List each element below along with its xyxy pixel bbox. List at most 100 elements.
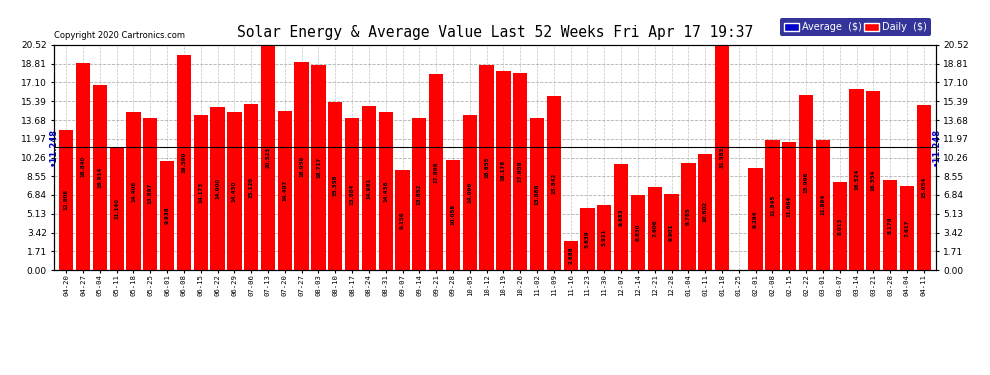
Bar <box>127 112 141 270</box>
Bar <box>59 129 73 270</box>
Bar <box>799 94 813 270</box>
Bar <box>294 62 309 270</box>
Bar <box>345 118 359 270</box>
Bar <box>715 45 730 270</box>
Text: 31.583: 31.583 <box>720 147 725 168</box>
Bar <box>748 168 762 270</box>
Bar <box>917 105 931 270</box>
Bar <box>177 55 191 270</box>
Text: 8.178: 8.178 <box>888 216 893 234</box>
Bar <box>866 91 880 270</box>
Text: 19.590: 19.590 <box>181 152 186 173</box>
Bar <box>194 115 208 270</box>
Bar <box>765 140 779 270</box>
Bar <box>260 45 275 270</box>
Text: 9.938: 9.938 <box>164 207 169 224</box>
Text: 14.096: 14.096 <box>467 182 472 203</box>
Text: 18.840: 18.840 <box>80 156 85 177</box>
Text: 7.617: 7.617 <box>905 219 910 237</box>
Bar <box>900 186 914 270</box>
Text: 6.830: 6.830 <box>636 224 641 241</box>
Bar <box>160 161 174 270</box>
Text: 2.688: 2.688 <box>568 246 573 264</box>
Bar <box>816 140 830 270</box>
Text: •11.248: •11.248 <box>933 128 941 166</box>
Bar <box>378 112 393 270</box>
Bar <box>245 104 258 270</box>
Text: 14.430: 14.430 <box>232 180 237 201</box>
Text: 11.845: 11.845 <box>770 194 775 216</box>
Text: 9.683: 9.683 <box>619 208 624 226</box>
Bar <box>614 164 629 270</box>
Text: 13.852: 13.852 <box>417 183 422 205</box>
Text: 15.842: 15.842 <box>551 172 556 194</box>
Bar <box>597 205 612 270</box>
Bar <box>580 208 595 270</box>
Bar <box>361 106 376 270</box>
Text: 5.921: 5.921 <box>602 229 607 246</box>
Bar <box>631 195 645 270</box>
Text: 15.996: 15.996 <box>804 172 809 193</box>
Bar <box>782 142 796 270</box>
Text: 16.524: 16.524 <box>854 169 859 190</box>
Text: 8.013: 8.013 <box>838 217 842 235</box>
Bar <box>849 89 863 270</box>
Bar <box>833 182 846 270</box>
Text: 18.959: 18.959 <box>299 155 304 177</box>
Text: 11.664: 11.664 <box>787 195 792 217</box>
Bar <box>446 160 460 270</box>
Bar <box>211 106 225 270</box>
Bar <box>429 74 444 270</box>
Text: 15.358: 15.358 <box>333 175 338 196</box>
Text: 17.896: 17.896 <box>434 161 439 183</box>
Text: 14.961: 14.961 <box>366 177 371 199</box>
Text: 14.173: 14.173 <box>198 182 203 203</box>
Text: 9.765: 9.765 <box>686 208 691 225</box>
Bar <box>664 194 679 270</box>
Text: 14.497: 14.497 <box>282 180 287 201</box>
Text: 18.178: 18.178 <box>501 160 506 181</box>
Text: 5.639: 5.639 <box>585 230 590 248</box>
Bar <box>563 240 578 270</box>
Bar <box>479 66 494 270</box>
Text: Copyright 2020 Cartronics.com: Copyright 2020 Cartronics.com <box>54 32 185 40</box>
Bar <box>698 154 713 270</box>
Bar <box>93 84 107 270</box>
Text: 16.354: 16.354 <box>871 170 876 191</box>
Text: 17.958: 17.958 <box>518 161 523 182</box>
Text: 7.606: 7.606 <box>652 219 657 237</box>
Text: 18.655: 18.655 <box>484 157 489 178</box>
Text: •11.248: •11.248 <box>49 128 57 166</box>
Bar <box>647 187 662 270</box>
Bar <box>883 180 897 270</box>
Bar <box>144 118 157 270</box>
Bar <box>546 96 561 270</box>
Text: 13.884: 13.884 <box>349 183 354 205</box>
Legend: Average  ($), Daily  ($): Average ($), Daily ($) <box>780 18 931 36</box>
Text: 11.140: 11.140 <box>114 198 119 219</box>
Bar <box>76 63 90 270</box>
Text: 10.058: 10.058 <box>450 204 455 225</box>
Text: 13.886: 13.886 <box>535 183 540 204</box>
Text: 13.897: 13.897 <box>148 183 152 204</box>
Bar <box>311 65 326 270</box>
Text: 18.717: 18.717 <box>316 157 321 178</box>
Text: 20.523: 20.523 <box>265 147 270 168</box>
Text: 14.408: 14.408 <box>131 180 136 202</box>
Text: 6.901: 6.901 <box>669 224 674 241</box>
Bar <box>681 163 696 270</box>
Text: 14.900: 14.900 <box>215 178 220 199</box>
Text: 15.054: 15.054 <box>922 177 927 198</box>
Text: 12.808: 12.808 <box>63 189 68 210</box>
Text: 11.894: 11.894 <box>821 194 826 215</box>
Text: 9.156: 9.156 <box>400 211 405 228</box>
Bar <box>513 73 528 270</box>
Text: 14.436: 14.436 <box>383 180 388 201</box>
Bar <box>412 118 427 270</box>
Bar <box>462 116 477 270</box>
Bar <box>110 148 124 270</box>
Bar <box>228 112 242 270</box>
Title: Solar Energy & Average Value Last 52 Weeks Fri Apr 17 19:37: Solar Energy & Average Value Last 52 Wee… <box>237 25 753 40</box>
Text: 9.294: 9.294 <box>753 210 758 228</box>
Text: 15.120: 15.120 <box>248 177 253 198</box>
